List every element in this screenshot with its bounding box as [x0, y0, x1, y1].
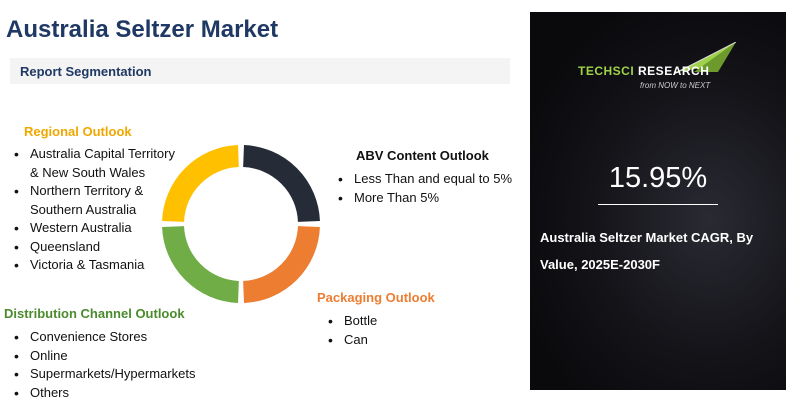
regional-outlook-list: Australia Capital Territory & New South … [8, 145, 180, 275]
distribution-channel-list: Convenience Stores Online Supermarkets/H… [8, 328, 248, 402]
list-item: More Than 5% [332, 189, 532, 208]
list-item: Bottle [322, 312, 442, 331]
logo-wordmark: TECHSCI RESEARCH [578, 64, 709, 78]
list-item: Northern Territory & Southern Australia [8, 182, 180, 219]
regional-outlook-heading: Regional Outlook [24, 124, 132, 139]
techsci-logo: TECHSCI RESEARCH from NOW to NEXT [578, 42, 738, 98]
packaging-list: Bottle Can [322, 312, 442, 349]
logo-swoosh-icon [674, 42, 737, 75]
cagr-value: 15.95% [608, 162, 708, 194]
logo-wordmark-part1: TECHSCI [578, 64, 635, 78]
panel-background [530, 12, 786, 390]
abv-content-outlook-heading: ABV Content Outlook [356, 148, 489, 163]
abv-content-list: Less Than and equal to 5% More Than 5% [332, 170, 532, 207]
list-item: Supermarkets/Hypermarkets [8, 365, 248, 384]
subtitle-bar [10, 58, 510, 84]
cagr-label: Australia Seltzer Market CAGR, By Value,… [540, 224, 780, 278]
logo-wordmark-part2: RESEARCH [638, 64, 710, 78]
page-title: Australia Seltzer Market [6, 16, 279, 43]
list-item: Convenience Stores [8, 328, 248, 347]
list-item: Can [322, 331, 442, 350]
packaging-outlook-heading: Packaging Outlook [317, 290, 435, 305]
list-item: Online [8, 347, 248, 366]
list-item: Less Than and equal to 5% [332, 170, 532, 189]
cagr-label-line1: Australia Seltzer Market CAGR, By [540, 230, 754, 245]
donut-segment-distribution [162, 225, 240, 303]
list-item: Victoria & Tasmania [8, 256, 180, 275]
list-item: Others [8, 384, 248, 403]
report-segmentation-label: Report Segmentation [20, 64, 152, 79]
logo-tagline: from NOW to NEXT [640, 81, 711, 90]
list-item: Queensland [8, 238, 180, 257]
cagr-divider [598, 204, 718, 205]
cagr-label-line2: Value, 2025E-2030F [540, 257, 660, 272]
cagr-panel: TECHSCI RESEARCH from NOW to NEXT 15.95%… [530, 12, 786, 390]
list-item: Australia Capital Territory & New South … [8, 145, 180, 182]
donut-segment-regional [162, 145, 240, 223]
donut-segment-abv [242, 145, 320, 223]
list-item: Western Australia [8, 219, 180, 238]
distribution-channel-outlook-heading: Distribution Channel Outlook [4, 306, 185, 321]
donut-segment-packaging [242, 225, 320, 303]
segmentation-donut [162, 145, 320, 303]
